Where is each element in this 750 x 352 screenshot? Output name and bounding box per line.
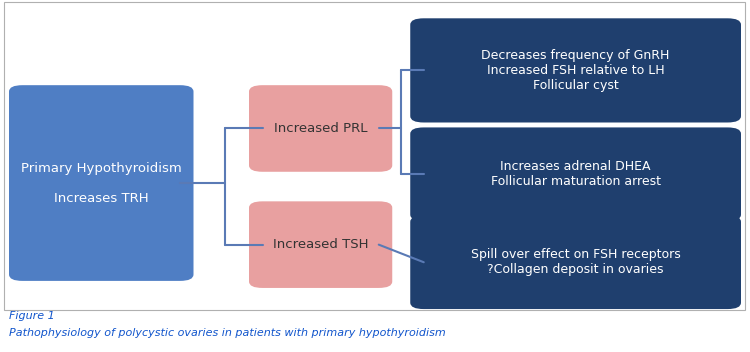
Text: Increased PRL: Increased PRL: [274, 122, 368, 135]
FancyBboxPatch shape: [4, 2, 745, 310]
Text: Increases adrenal DHEA
Follicular maturation arrest: Increases adrenal DHEA Follicular matura…: [490, 160, 661, 188]
Text: Spill over effect on FSH receptors
?Collagen deposit in ovaries: Spill over effect on FSH receptors ?Coll…: [471, 248, 680, 276]
FancyBboxPatch shape: [249, 85, 392, 172]
Text: Figure 1: Figure 1: [9, 310, 55, 321]
FancyBboxPatch shape: [410, 18, 741, 122]
FancyBboxPatch shape: [410, 215, 741, 309]
Text: Pathophysiology of polycystic ovaries in patients with primary hypothyroidism: Pathophysiology of polycystic ovaries in…: [9, 328, 445, 338]
Text: Decreases frequency of GnRH
Increased FSH relative to LH
Follicular cyst: Decreases frequency of GnRH Increased FS…: [482, 49, 670, 92]
Text: Primary Hypothyroidism

Increases TRH: Primary Hypothyroidism Increases TRH: [21, 162, 182, 205]
FancyBboxPatch shape: [249, 201, 392, 288]
FancyBboxPatch shape: [410, 127, 741, 221]
Text: Increased TSH: Increased TSH: [273, 238, 368, 251]
FancyBboxPatch shape: [9, 85, 194, 281]
